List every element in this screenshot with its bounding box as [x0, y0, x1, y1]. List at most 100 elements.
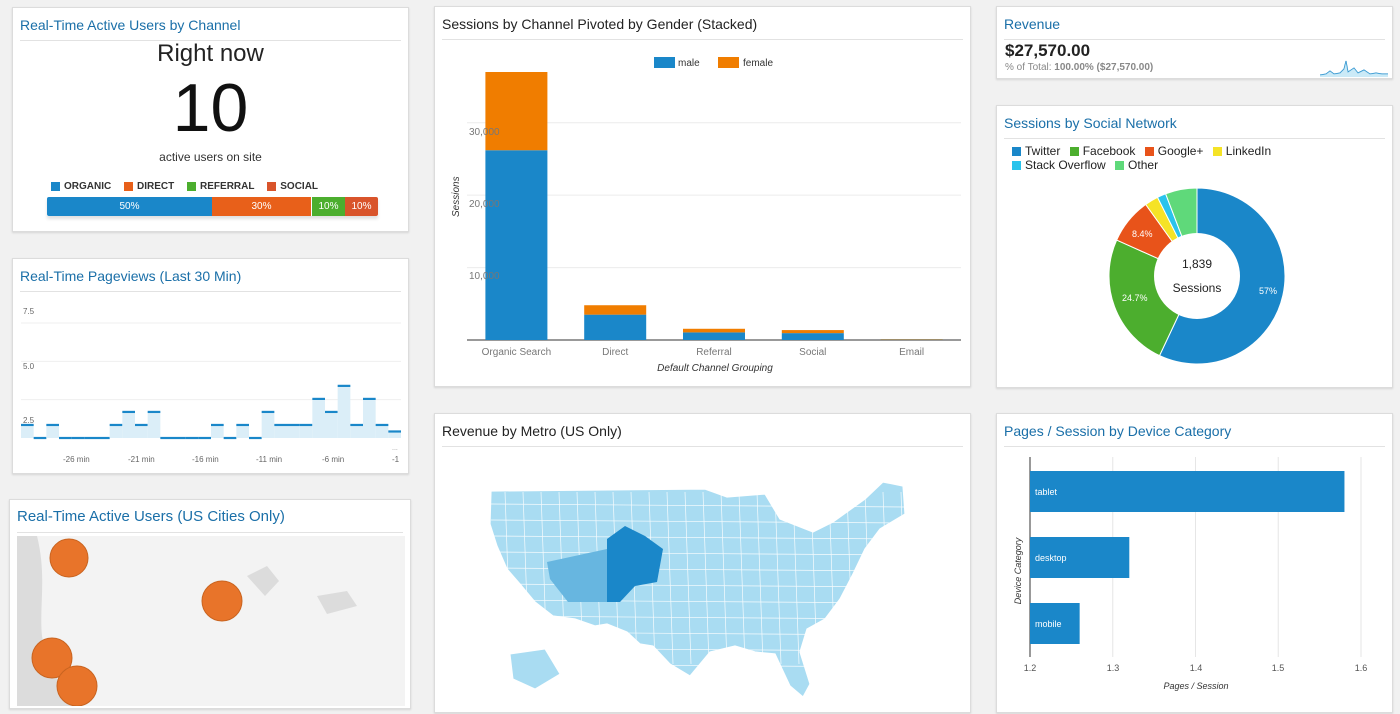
- segment-organic[interactable]: 50%: [47, 197, 212, 216]
- device-bar[interactable]: [1030, 537, 1130, 578]
- y-tick: 5.0: [23, 362, 35, 371]
- county-border: [490, 503, 906, 508]
- bar-male[interactable]: [584, 314, 647, 340]
- county-border: [490, 519, 906, 524]
- device-bar[interactable]: [1030, 471, 1345, 512]
- sessions-gender-card: Sessions by Channel Pivoted by Gender (S…: [434, 6, 971, 387]
- bar-female[interactable]: [880, 339, 943, 340]
- legend-male-label: male: [678, 58, 700, 69]
- us-cities-title[interactable]: Real-Time Active Users (US Cities Only): [17, 508, 403, 533]
- segment-social[interactable]: 10%: [345, 197, 378, 216]
- pageview-bar: [261, 411, 275, 438]
- county-border: [522, 491, 530, 665]
- legend-swatch: [51, 181, 60, 191]
- pageview-bar: [350, 424, 363, 438]
- legend-other: Other: [1115, 158, 1158, 172]
- legend-swatch: [1012, 161, 1021, 171]
- county-border: [702, 491, 710, 665]
- county-border: [490, 663, 906, 668]
- slice-label: 24.7%: [1122, 293, 1148, 303]
- pageview-bar: [147, 411, 161, 438]
- us-outline: [489, 481, 906, 698]
- bar-male[interactable]: [880, 339, 943, 340]
- metro-card: Revenue by Metro (US Only): [434, 413, 971, 713]
- bar-female[interactable]: [584, 305, 647, 315]
- bar-male[interactable]: [781, 333, 844, 340]
- legend-male-swatch: [654, 57, 675, 68]
- city-bubble[interactable]: [201, 580, 243, 622]
- legend-stackoverflow: Stack Overflow: [1012, 158, 1106, 172]
- x-tick: -16 min: [192, 455, 219, 464]
- legend-swatch: [1012, 147, 1021, 157]
- y-axis-title: Sessions: [451, 176, 462, 217]
- x-tick-ellipsis: ...: [392, 445, 398, 452]
- legend-female-swatch: [718, 57, 739, 68]
- us-cities-map[interactable]: [17, 536, 405, 706]
- city-bubble[interactable]: [49, 538, 89, 578]
- x-tick: 1.4: [1190, 663, 1203, 673]
- legend-referral: REFERRAL: [187, 181, 254, 192]
- pageview-bar: [337, 385, 351, 438]
- pageviews-title[interactable]: Real-Time Pageviews (Last 30 Min): [20, 267, 401, 292]
- pageview-bar: [375, 424, 389, 438]
- metro-map[interactable]: [435, 414, 970, 714]
- county-border: [490, 647, 906, 652]
- y-tick: 20,000: [469, 199, 500, 210]
- segment-referral[interactable]: 10%: [311, 197, 345, 216]
- device-title[interactable]: Pages / Session by Device Category: [1004, 422, 1385, 447]
- right-now-heading: Right now: [157, 40, 264, 67]
- legend-swatch: [124, 181, 134, 191]
- bar-female[interactable]: [485, 72, 548, 151]
- bar-male[interactable]: [683, 332, 745, 340]
- revenue-sparkline: [1320, 60, 1388, 77]
- category-label: Direct: [602, 347, 628, 358]
- active-users-title[interactable]: Real-Time Active Users by Channel: [20, 16, 401, 41]
- revenue-title[interactable]: Revenue: [1004, 15, 1385, 40]
- pageview-bar: [109, 424, 123, 438]
- county-border: [792, 491, 800, 665]
- bar-female[interactable]: [683, 328, 745, 333]
- county-border: [882, 491, 890, 665]
- legend-twitter: Twitter: [1012, 144, 1060, 158]
- slice-label: 57%: [1259, 286, 1277, 296]
- legend-swatch: [1212, 147, 1222, 157]
- y-tick: 30,000: [469, 127, 500, 138]
- county-border: [490, 535, 906, 540]
- device-label: mobile: [1035, 619, 1062, 629]
- county-border: [828, 491, 836, 665]
- x-axis-title: Default Channel Grouping: [657, 363, 773, 374]
- metro-title[interactable]: Revenue by Metro (US Only): [442, 422, 963, 447]
- social-card: Sessions by Social Network Twitter Faceb…: [996, 105, 1393, 388]
- category-label: Email: [899, 347, 924, 358]
- channel-progress-bar[interactable]: 50% 30% 10% 10%: [47, 197, 378, 216]
- category-label: Referral: [696, 347, 732, 358]
- revenue-card: Revenue $27,570.00 % of Total: 100.00% (…: [996, 6, 1393, 79]
- active-users-card: Real-Time Active Users by Channel Right …: [12, 7, 409, 232]
- county-border: [490, 551, 906, 556]
- sessions-gender-chart: male female Organic Search Direct Referral…: [451, 57, 961, 374]
- legend-swatch: [267, 181, 277, 191]
- social-title[interactable]: Sessions by Social Network: [1004, 114, 1385, 139]
- bar-male[interactable]: [485, 150, 548, 340]
- pageviews-chart: 7.5 5.0 2.5 -26 min -21 min -16 min -11 …: [21, 307, 401, 464]
- channel-legend: ORGANIC DIRECT REFERRAL SOCIAL: [51, 181, 318, 192]
- category-label: Social: [799, 347, 826, 358]
- county-border: [756, 491, 764, 665]
- pageview-bar: [46, 424, 59, 438]
- legend-organic: ORGANIC: [51, 181, 111, 192]
- social-legend: Twitter Facebook Google+ LinkedIn Stack …: [1012, 144, 1382, 172]
- y-tick: 10,000: [469, 271, 500, 282]
- legend-social: SOCIAL: [267, 181, 318, 192]
- x-tick: -26 min: [63, 455, 90, 464]
- bar-female[interactable]: [781, 330, 844, 334]
- sessions-gender-title[interactable]: Sessions by Channel Pivoted by Gender (S…: [442, 15, 963, 40]
- x-tick: 1.5: [1272, 663, 1285, 673]
- pageview-bar: [122, 411, 135, 438]
- city-bubble[interactable]: [31, 637, 73, 679]
- segment-direct[interactable]: 30%: [212, 197, 311, 216]
- device-bar[interactable]: [1030, 603, 1080, 644]
- city-bubble[interactable]: [56, 665, 98, 706]
- revenue-pct-value: 100.00% ($27,570.00): [1054, 62, 1154, 73]
- county-border: [864, 491, 872, 665]
